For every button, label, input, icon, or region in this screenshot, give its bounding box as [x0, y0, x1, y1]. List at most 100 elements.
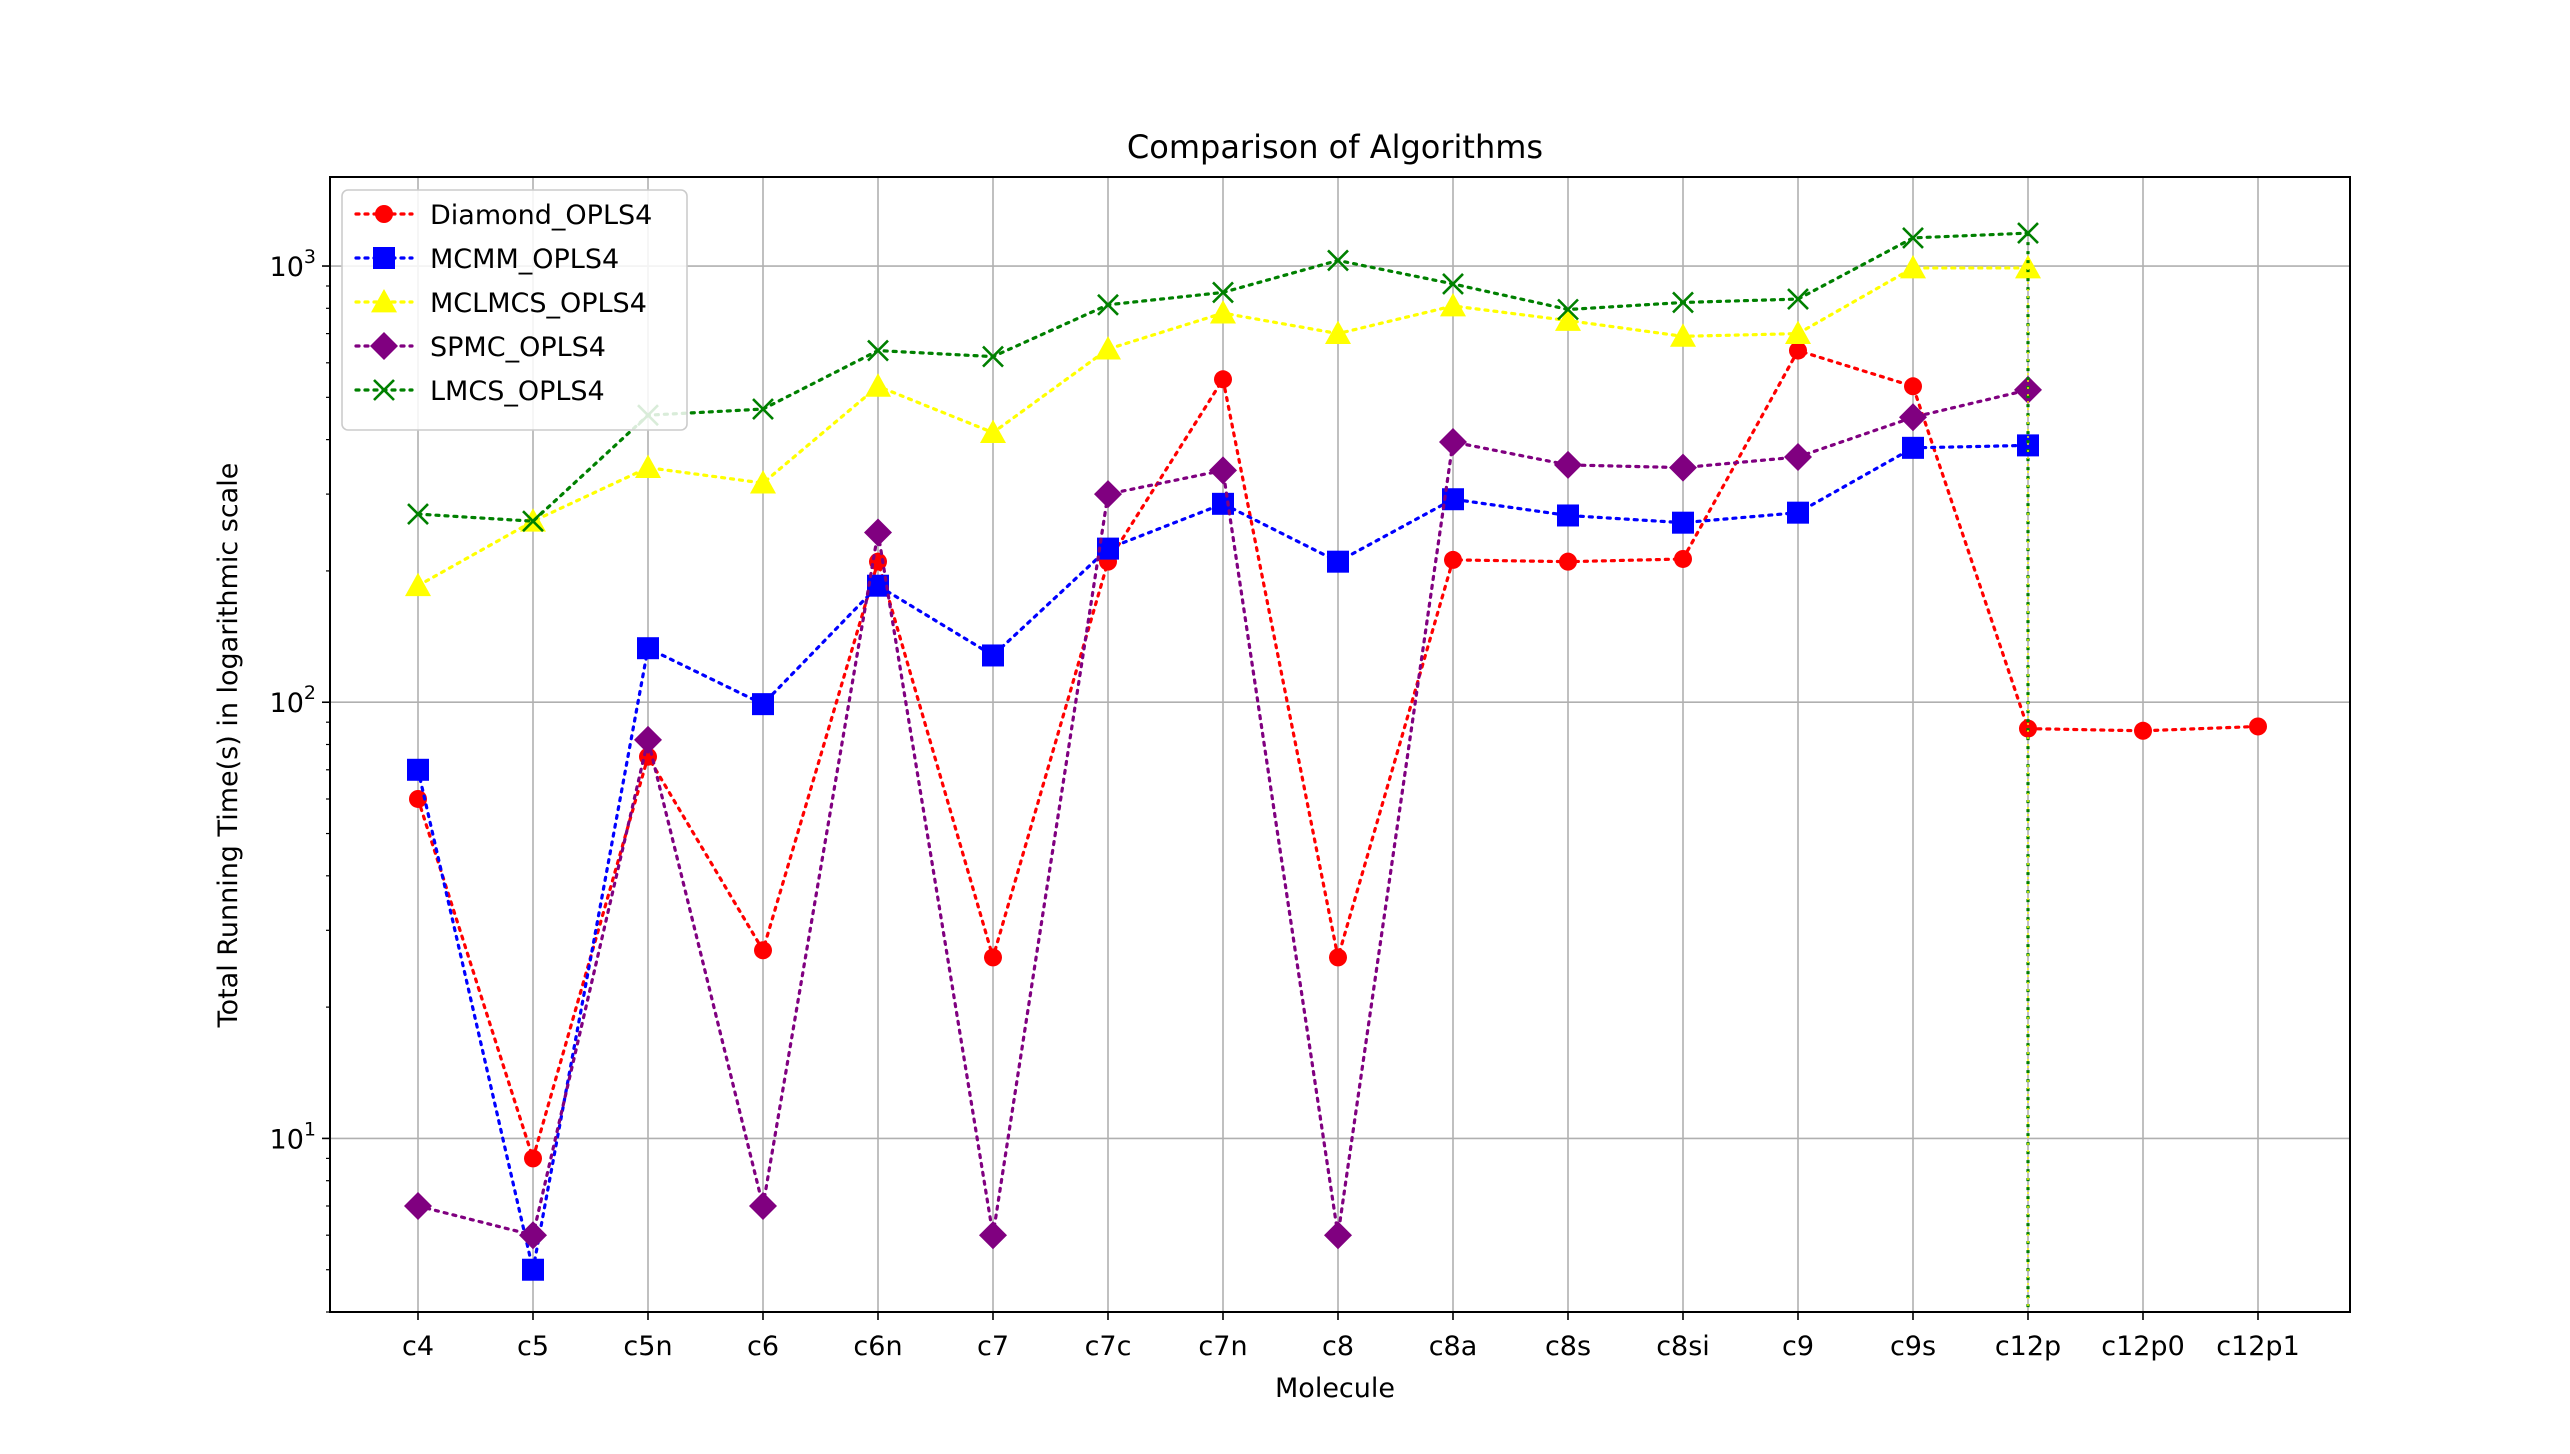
- y-axis-label: Total Running Time(s) in logarithmic sca…: [213, 463, 244, 1029]
- data-point: [404, 1191, 432, 1220]
- data-point: [1904, 377, 1922, 396]
- data-point: [1674, 549, 1692, 568]
- data-point: [1094, 480, 1122, 509]
- x-tick-label: c6n: [853, 1331, 902, 1362]
- data-point: [524, 1149, 542, 1168]
- data-point: [1787, 501, 1809, 524]
- data-point: [1554, 450, 1582, 479]
- legend-item: Diamond_OPLS4: [354, 200, 652, 231]
- x-tick-label: c5: [517, 1331, 549, 1362]
- data-point: [864, 518, 892, 547]
- data-point: [405, 572, 431, 597]
- x-tick-label: c6: [747, 1331, 779, 1362]
- data-point: [865, 373, 891, 397]
- data-point: [980, 419, 1006, 444]
- legend: Diamond_OPLS4 MCMM_OPLS4 MCLMCS_OPLS4 SPMC_…: [341, 189, 688, 431]
- legend-label: MCMM_OPLS4: [430, 244, 619, 275]
- legend-label: Diamond_OPLS4: [430, 200, 652, 231]
- data-point: [1444, 550, 1462, 569]
- data-point: [1214, 370, 1232, 389]
- data-point: [407, 758, 429, 781]
- legend-item: LMCS_OPLS4: [354, 376, 605, 407]
- data-point: [1442, 272, 1464, 295]
- data-point: [637, 637, 659, 660]
- data-point: [370, 332, 398, 360]
- data-point: [375, 205, 393, 223]
- data-point: [2249, 717, 2267, 736]
- data-point: [1785, 320, 1811, 345]
- data-point: [752, 693, 774, 716]
- y-tick-exponent: 3: [304, 246, 316, 268]
- data-point: [522, 1258, 544, 1281]
- legend-label: LMCS_OPLS4: [430, 376, 605, 407]
- y-tick-exponent: 1: [304, 1118, 316, 1140]
- legend-item: MCLMCS_OPLS4: [354, 288, 647, 319]
- x-tick-label: c8s: [1545, 1331, 1591, 1362]
- data-point: [1439, 427, 1467, 456]
- legend-label: MCLMCS_OPLS4: [430, 288, 647, 319]
- data-point: [749, 1191, 777, 1220]
- data-point: [1557, 504, 1579, 527]
- x-axis-label: Molecule: [1275, 1373, 1395, 1404]
- x-tick-label: c12p1: [2216, 1331, 2300, 1362]
- data-point: [373, 247, 395, 269]
- data-point: [2134, 721, 2152, 740]
- x-tick-label: c8a: [1429, 1331, 1478, 1362]
- data-point: [1442, 488, 1464, 511]
- data-point: [407, 503, 429, 525]
- x-tick-label: c4: [402, 1331, 434, 1362]
- data-point: [2014, 375, 2042, 404]
- data-point: [1440, 292, 1466, 317]
- x-tick-label: c8: [1322, 1331, 1354, 1362]
- data-point: [1097, 293, 1119, 316]
- series-SPMC_OPLS4: [404, 375, 2042, 1250]
- data-point: [750, 470, 776, 494]
- x-tick-label: c9s: [1890, 1331, 1936, 1362]
- data-point: [371, 289, 397, 313]
- legend-item: SPMC_OPLS4: [354, 332, 606, 363]
- x-axis-ticks: c4 c5 c5n c6 c6n c7 c7c c7n c8 c8a c8s c8si c9 c9s c12…: [402, 1312, 2300, 1362]
- legend-item: MCMM_OPLS4: [354, 244, 619, 275]
- x-tick-label: c5n: [623, 1331, 672, 1362]
- data-point: [1329, 948, 1347, 967]
- series-MCLMCS_OPLS4: [405, 254, 2041, 597]
- data-point: [519, 1221, 547, 1250]
- data-point: [867, 574, 889, 597]
- data-point: [1095, 336, 1121, 360]
- data-point: [1672, 511, 1694, 534]
- data-point: [1327, 550, 1349, 573]
- data-point: [2015, 254, 2041, 279]
- data-point: [1669, 453, 1697, 482]
- legend-label: SPMC_OPLS4: [430, 332, 606, 363]
- data-point: [1784, 442, 1812, 471]
- data-point: [1672, 291, 1694, 314]
- data-point: [1902, 436, 1924, 459]
- data-point: [1097, 537, 1119, 560]
- series-MCMM_OPLS4: [407, 434, 2039, 1281]
- data-point: [2017, 434, 2039, 457]
- x-tick-label: c7: [977, 1331, 1009, 1362]
- data-point: [984, 948, 1002, 967]
- data-point: [522, 510, 544, 533]
- data-point: [1324, 1221, 1352, 1250]
- data-point: [982, 644, 1004, 667]
- data-point: [1557, 298, 1579, 321]
- x-tick-label: c12p0: [2101, 1331, 2185, 1362]
- data-point: [1210, 300, 1236, 324]
- data-point: [754, 941, 772, 960]
- y-tick-exponent: 2: [304, 682, 316, 704]
- data-point: [635, 454, 661, 479]
- data-point: [1559, 552, 1577, 571]
- x-tick-label: c9: [1782, 1331, 1814, 1362]
- data-point: [1899, 403, 1927, 432]
- data-point: [1327, 249, 1349, 272]
- data-point: [1212, 492, 1234, 515]
- x-tick-label: c7c: [1085, 1331, 1132, 1362]
- chart-title: Comparison of Algorithms: [1127, 128, 1543, 166]
- data-point: [979, 1221, 1007, 1250]
- data-point: [1787, 288, 1809, 310]
- legend-box: [341, 189, 688, 431]
- data-point: [752, 398, 774, 420]
- x-tick-label: c12p: [1995, 1331, 2061, 1362]
